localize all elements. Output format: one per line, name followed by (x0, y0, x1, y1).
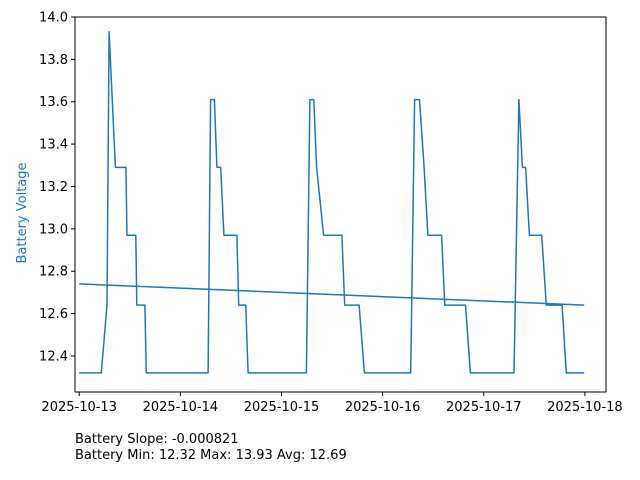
y-tick-label: 12.6 (39, 307, 68, 322)
y-axis-ticks: 12.4 12.6 12.8 13.0 13.2 13.4 13.6 13.8 14.0 (39, 11, 75, 364)
y-tick-label: 13.2 (39, 180, 68, 195)
battery-slope-text: Battery Slope: -0.000821 (75, 432, 239, 447)
x-tick-label: 2025-10-16 (345, 400, 421, 415)
y-tick-label: 13.8 (39, 53, 68, 68)
plot-area (74, 16, 607, 393)
battery-minmax-text: Battery Min: 12.32 Max: 13.93 Avg: 12.69 (75, 448, 347, 463)
x-tick-label: 2025-10-18 (547, 400, 623, 415)
x-tick-label: 2025-10-17 (446, 400, 522, 415)
x-tick-label: 2025-10-15 (244, 400, 320, 415)
y-tick-label: 12.4 (39, 349, 68, 364)
y-tick-label: 12.8 (39, 265, 68, 280)
y-axis-label: Battery Voltage (15, 162, 30, 263)
trend-line (79, 283, 585, 306)
y-tick-label: 13.6 (39, 95, 68, 110)
battery-voltage-line (79, 31, 585, 374)
axes-frame (74, 16, 607, 393)
y-tick-label: 14.0 (39, 11, 68, 26)
x-axis-ticks: 2025-10-13 2025-10-14 2025-10-15 2025-10-16… (41, 392, 623, 415)
series-layer (79, 31, 585, 374)
x-tick-label: 2025-10-14 (143, 400, 219, 415)
stats-block: Battery Slope: -0.000821 Battery Min: 12.… (75, 432, 347, 464)
x-tick-label: 2025-10-13 (41, 400, 117, 415)
y-tick-label: 13.4 (39, 138, 68, 153)
y-tick-label: 13.0 (39, 222, 68, 237)
